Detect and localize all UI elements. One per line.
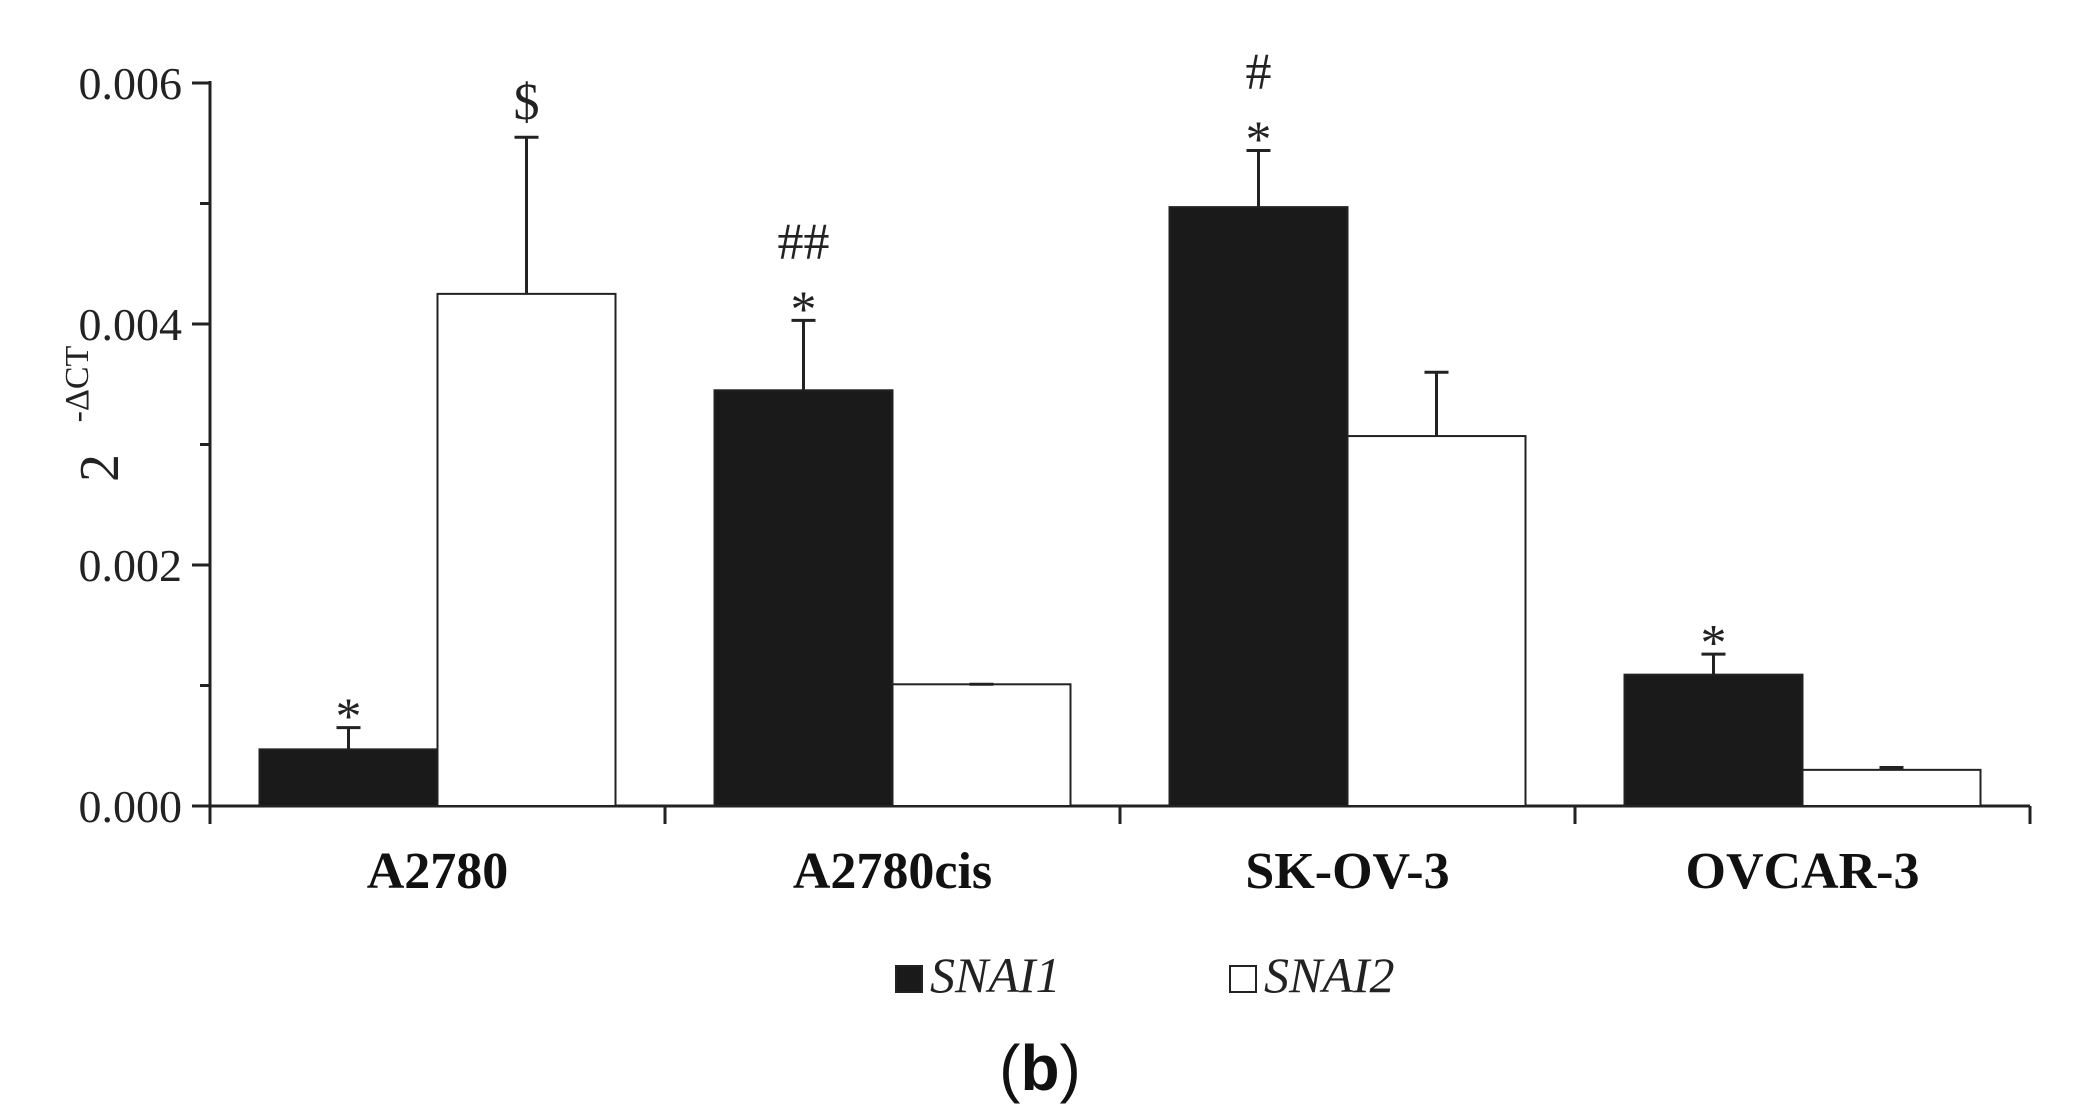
y-axis-label-exponent: -ΔCT (59, 345, 96, 422)
chart-bars (258, 135, 1982, 808)
bar-snai1 (1168, 206, 1349, 808)
panel-label-letter: b (1020, 1032, 1059, 1104)
y-axis-label: 2 -ΔCT (59, 345, 131, 482)
significance-marker: * (791, 281, 817, 338)
legend-swatch-snai2 (1229, 965, 1257, 993)
legend-label-snai2: SNAI2 (1264, 947, 1395, 1003)
y-tick-label: 0.000 (79, 781, 183, 832)
x-tick-label: SK-OV-3 (1245, 843, 1449, 900)
bar-snai2 (436, 292, 617, 807)
x-tick-label: OVCAR-3 (1686, 843, 1920, 900)
bar-snai2 (1801, 768, 1982, 807)
significance-marker: # (1246, 43, 1272, 100)
y-tick-label: 0.002 (79, 540, 183, 591)
x-tick-label: A2780cis (793, 843, 992, 900)
panel-label-open: ( (999, 1032, 1020, 1104)
significance-marker: ## (778, 213, 830, 270)
bar-snai2 (1346, 435, 1527, 807)
bar-snai2 (891, 683, 1072, 807)
bar-snai1 (713, 389, 894, 807)
panel-label-text: (b) (999, 1032, 1081, 1104)
y-axis-label-base: 2 (69, 454, 131, 482)
panel-label-close: ) (1060, 1032, 1081, 1104)
legend-label-snai1: SNAI1 (930, 947, 1061, 1003)
significance-marker: $ (514, 74, 540, 131)
significance-marker: * (1246, 111, 1272, 168)
chart-labels: A2780 * $ A2780cis * ## SK-OV-3 * # OVCAR-3 * (336, 43, 1920, 900)
x-tick-label: A2780 (367, 843, 509, 900)
legend-swatch-snai1 (895, 965, 923, 993)
significance-marker: * (336, 689, 362, 746)
panel-label: (b) (999, 1032, 1081, 1104)
y-tick-label: 0.006 (79, 58, 183, 109)
bar-snai1 (258, 748, 439, 807)
chart-legend: SNAI1 SNAI2 (895, 947, 1395, 1003)
bar-snai1 (1623, 673, 1804, 808)
significance-marker: * (1701, 615, 1727, 672)
y-tick-label: 0.004 (79, 299, 183, 350)
